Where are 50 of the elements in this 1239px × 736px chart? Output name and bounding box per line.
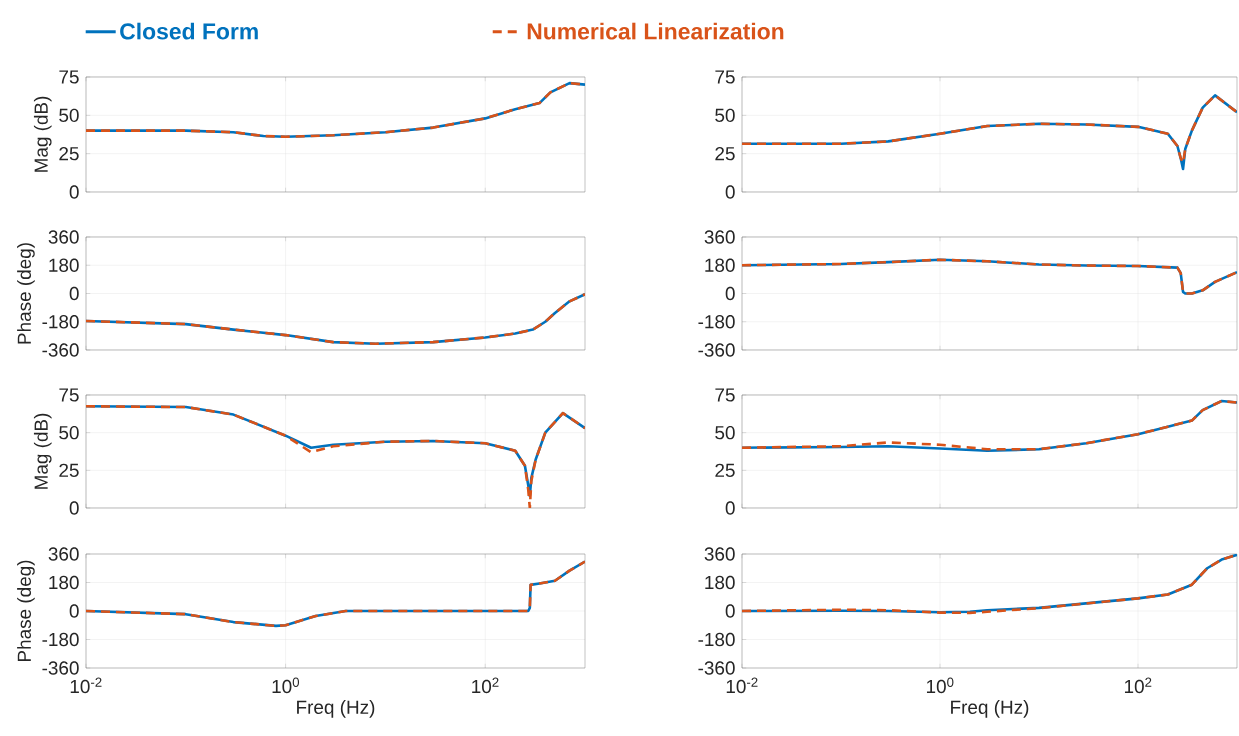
y-tick-label: 180 bbox=[705, 575, 735, 590]
y-tick-label: -360 bbox=[698, 343, 735, 357]
y-axis-title: Phase (deg) bbox=[17, 560, 35, 662]
y-tick-label: 180 bbox=[49, 575, 79, 590]
y-tick-label: -180 bbox=[698, 632, 735, 647]
x-tick-label: 10$^{0}$ bbox=[926, 677, 954, 694]
y-tick-label: 75 bbox=[59, 388, 79, 402]
y-tick-label: 0 bbox=[69, 185, 79, 199]
y-tick-label: 75 bbox=[715, 388, 735, 402]
x-tick-label: 10$^{0}$ bbox=[272, 677, 300, 694]
y-tick-label: 180 bbox=[705, 258, 735, 272]
y-tick-label: 75 bbox=[59, 70, 79, 84]
y-tick-label: 0 bbox=[69, 286, 79, 301]
y-tick-label: 0 bbox=[725, 185, 735, 199]
y-tick-label: 360 bbox=[48, 230, 79, 244]
y-tick-label: -180 bbox=[698, 315, 735, 329]
x-axis-title: Freq (Hz) bbox=[297, 700, 375, 718]
y-tick-label: 50 bbox=[715, 425, 735, 440]
y-tick-label: 50 bbox=[59, 108, 79, 123]
y-tick-label: 180 bbox=[49, 258, 79, 272]
x-tick-label: 10$^{-2}$ bbox=[70, 677, 102, 694]
y-tick-label: -360 bbox=[42, 343, 79, 357]
x-axis-title: Freq (Hz) bbox=[951, 700, 1029, 718]
y-tick-label: 360 bbox=[704, 547, 735, 561]
x-tick-label: 10$^{2}$ bbox=[1124, 677, 1152, 694]
x-tick-label: 10$^{2}$ bbox=[472, 677, 499, 694]
y-tick-label: 25 bbox=[59, 463, 79, 478]
y-tick-label: 25 bbox=[59, 146, 79, 161]
y-tick-label: 0 bbox=[725, 501, 735, 515]
y-tick-label: 0 bbox=[69, 501, 79, 515]
y-tick-label: -180 bbox=[42, 315, 79, 329]
y-tick-label: 25 bbox=[715, 146, 735, 161]
legend-label: Numerical Linearization bbox=[527, 22, 784, 40]
y-tick-label: 75 bbox=[715, 70, 735, 84]
y-tick-label: 25 bbox=[715, 463, 735, 478]
y-tick-label: -360 bbox=[698, 661, 735, 675]
y-tick-label: 360 bbox=[48, 547, 79, 561]
y-tick-label: 50 bbox=[715, 108, 735, 123]
y-tick-label: 0 bbox=[725, 286, 735, 301]
y-tick-label: 360 bbox=[704, 230, 735, 244]
y-tick-label: 0 bbox=[725, 604, 735, 618]
y-tick-label: 0 bbox=[69, 604, 79, 618]
y-axis-title: Mag (dB) bbox=[33, 96, 52, 172]
y-axis-title: Phase (deg) bbox=[17, 243, 35, 344]
x-tick-label: 10$^{-2}$ bbox=[726, 677, 758, 694]
y-tick-label: -360 bbox=[42, 661, 79, 675]
y-tick-label: -180 bbox=[42, 632, 79, 647]
y-axis-title: Mag (dB) bbox=[33, 413, 52, 489]
legend-label: Closed Form bbox=[120, 22, 258, 40]
y-tick-label: 50 bbox=[59, 425, 79, 440]
